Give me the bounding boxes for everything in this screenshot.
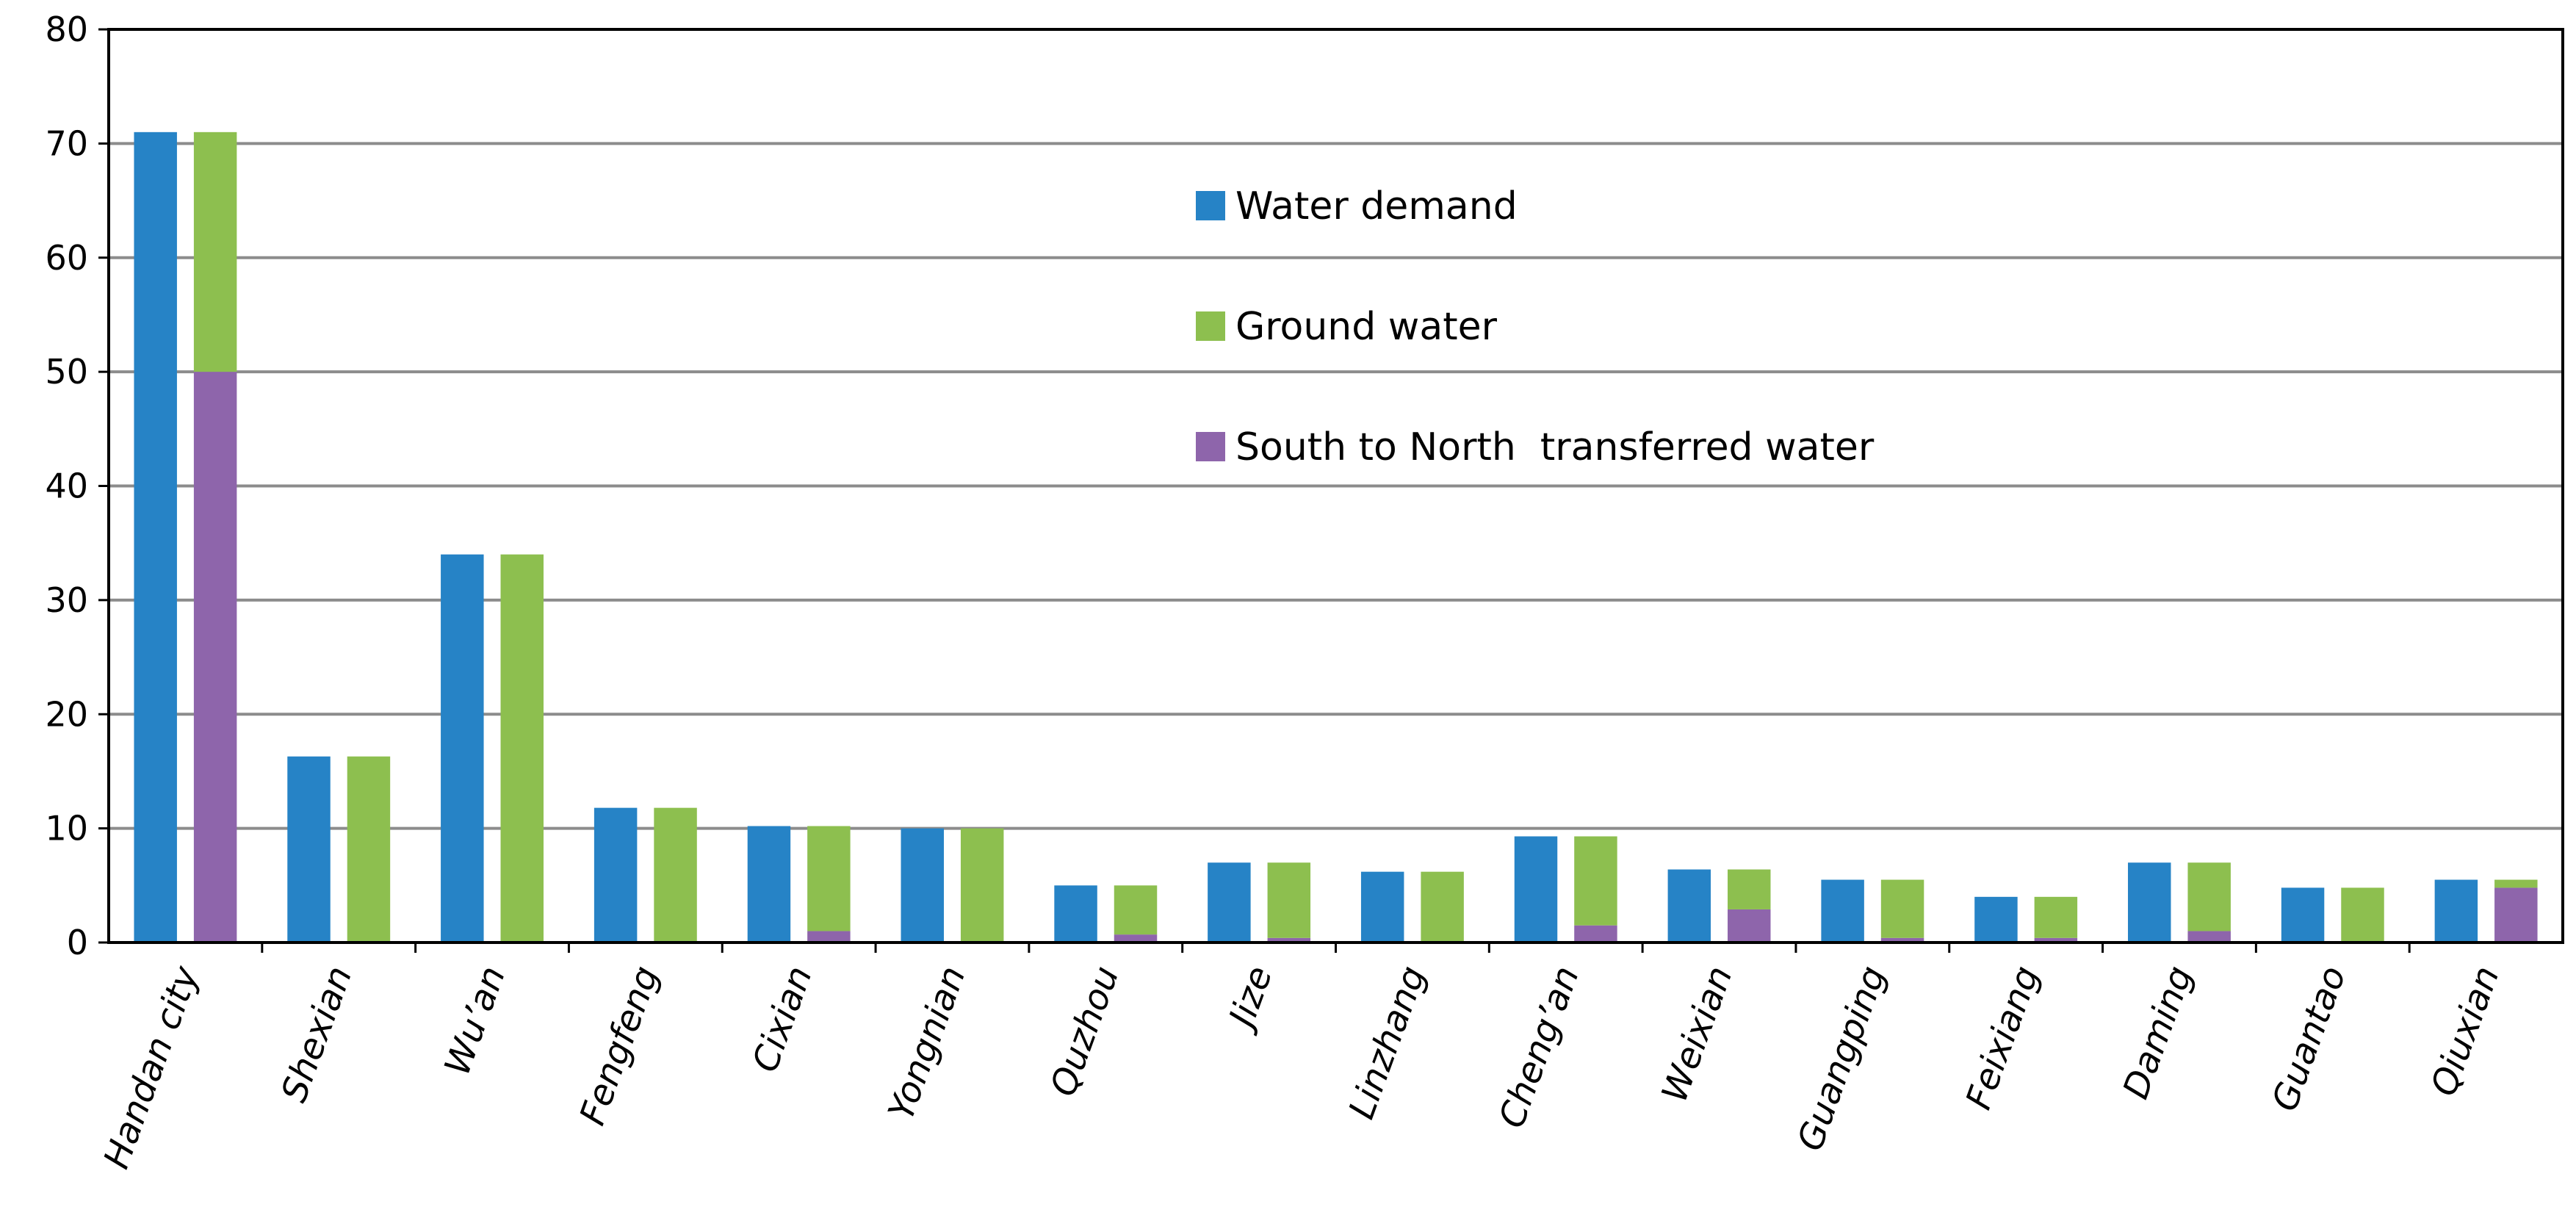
bar-south-to-north-transferred-water-daming	[2187, 931, 2231, 943]
bar-water-demand-daming	[2128, 862, 2171, 943]
bar-water-demand-chengan	[1514, 836, 1558, 943]
bar-water-demand-fengfeng	[594, 807, 638, 943]
bar-south-to-north-transferred-water-qiuxian	[2494, 887, 2538, 943]
bar-ground-water-guantao	[2341, 887, 2384, 943]
x-tick-label-fengfeng: Fengfeng	[571, 961, 667, 1131]
axes	[98, 28, 2564, 953]
x-tick-label-feixiang: Feixiang	[1958, 961, 2048, 1114]
y-tick-label: 70	[45, 123, 88, 163]
x-tick-label-guangping: Guangping	[1789, 961, 1894, 1156]
bar-water-demand-weixian	[1667, 869, 1711, 943]
bar-south-to-north-transferred-water-quzhou	[1114, 934, 1158, 943]
x-tick-label-wuan: Wu’an	[436, 961, 513, 1081]
bar-south-to-north-transferred-water-chengan	[1574, 925, 1617, 943]
bar-water-demand-shexian	[287, 756, 331, 943]
bar-water-demand-guangping	[1821, 879, 1864, 943]
bar-ground-water-shexian	[347, 756, 391, 943]
legend-label-water-demand: Water demand	[1235, 184, 1518, 228]
legend: Water demand Ground water South to North t…	[1196, 184, 1875, 469]
bar-ground-water-wuan	[500, 554, 544, 943]
bar-south-to-north-transferred-water-cixian	[807, 931, 851, 943]
legend-label-south-to-north-transferred-water: South to North transferred water	[1235, 425, 1875, 469]
x-tick-label-weixian: Weixian	[1654, 961, 1741, 1107]
bar-south-to-north-transferred-water-weixian	[1728, 909, 1771, 943]
x-tick-label-quzhou: Quzhou	[1042, 961, 1127, 1102]
bar-ground-water-qiuxian	[2494, 879, 2538, 888]
bar-water-demand-wuan	[441, 554, 484, 943]
legend-swatch-ground-water	[1196, 311, 1225, 341]
x-tick-label-jize: Jize	[1219, 961, 1280, 1037]
x-tick-label-handan-city: Handan city	[95, 960, 206, 1174]
bar-ground-water-cixian	[807, 826, 851, 931]
x-tick-label-shexian: Shexian	[273, 961, 360, 1108]
x-tick-label-guantao: Guantao	[2264, 961, 2354, 1117]
x-tick-label-yongnian: Yongnian	[881, 961, 974, 1125]
bar-ground-water-weixian	[1728, 869, 1771, 909]
legend-label-ground-water: Ground water	[1235, 305, 1498, 349]
x-tick-label-daming: Daming	[2115, 961, 2201, 1104]
x-tick-labels: Handan city Shexian Wu’an Fengfeng Cixian Yon…	[95, 960, 2507, 1174]
bar-water-demand-yongnian	[901, 828, 944, 943]
bar-ground-water-linzhang	[1421, 871, 1464, 943]
bars	[134, 131, 2538, 943]
bar-water-demand-qiuxian	[2434, 879, 2478, 943]
y-tick-labels: 0 10 20 30 40 50 60 70 80	[45, 10, 88, 962]
bar-south-to-north-transferred-water-handan-city	[193, 372, 237, 943]
x-tick-label-cixian: Cixian	[745, 961, 820, 1078]
bar-ground-water-handan-city	[193, 131, 237, 372]
y-tick-label: 50	[45, 352, 88, 392]
bar-water-demand-cixian	[747, 826, 791, 943]
bar-south-to-north-transferred-water-guangping	[1880, 937, 1924, 943]
bar-water-demand-quzhou	[1054, 885, 1097, 943]
y-tick-label: 10	[45, 809, 88, 848]
bar-ground-water-yongnian	[960, 828, 1004, 943]
bar-water-demand-feixiang	[1974, 896, 2018, 943]
x-tick-label-qiuxian: Qiuxian	[2423, 961, 2508, 1101]
y-tick-label: 80	[45, 10, 88, 49]
bar-ground-water-quzhou	[1114, 885, 1158, 935]
bar-ground-water-feixiang	[2034, 896, 2078, 938]
bar-water-demand-jize	[1208, 862, 1251, 943]
bar-ground-water-daming	[2187, 862, 2231, 931]
bar-ground-water-guangping	[1880, 879, 1924, 938]
legend-swatch-water-demand	[1196, 191, 1225, 220]
y-tick-label: 30	[45, 580, 88, 620]
bar-south-to-north-transferred-water-jize	[1267, 937, 1311, 943]
bar-water-demand-linzhang	[1360, 871, 1404, 943]
bar-south-to-north-transferred-water-feixiang	[2034, 937, 2078, 943]
y-tick-label: 20	[45, 694, 88, 734]
bar-ground-water-chengan	[1574, 836, 1617, 926]
y-tick-label: 0	[67, 923, 88, 962]
bar-water-demand-handan-city	[134, 131, 177, 943]
y-tick-label: 60	[45, 238, 88, 278]
bar-ground-water-jize	[1267, 862, 1311, 938]
bar-water-demand-guantao	[2281, 887, 2325, 943]
x-tick-label-linzhang: Linzhang	[1341, 961, 1435, 1125]
legend-swatch-south-to-north-transferred-water	[1196, 432, 1225, 461]
x-tick-label-chengan: Cheng’an	[1491, 961, 1587, 1134]
bar-ground-water-fengfeng	[654, 807, 697, 943]
y-tick-label: 40	[45, 466, 88, 506]
